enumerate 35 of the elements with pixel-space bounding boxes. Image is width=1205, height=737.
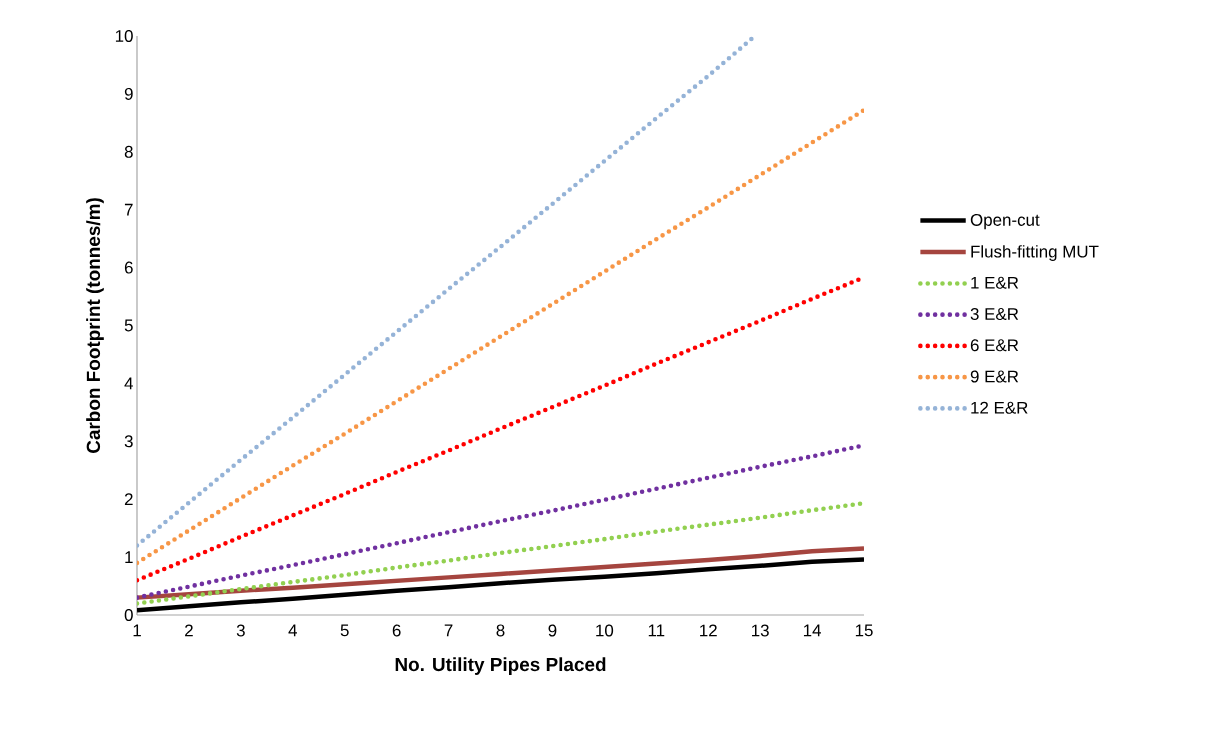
legend-label: 6 E&R (970, 339, 1019, 352)
legend-label: 1 E&R (971, 276, 1019, 289)
x-tick-label: 6 (392, 624, 401, 637)
x-tick-label: 15 (855, 624, 873, 637)
y-tick-label: 0 (124, 609, 133, 621)
x-tick-label: 7 (444, 624, 453, 637)
legend-label: Flush-fitting MUT (971, 245, 1099, 261)
legend-label: 3 E&R (970, 307, 1019, 320)
y-tick-label: 6 (124, 261, 133, 274)
x-tick-label: 4 (288, 624, 297, 637)
x-tick-label: 3 (236, 624, 245, 637)
y-tick-label: 8 (124, 145, 133, 158)
y-tick-label: 7 (124, 203, 133, 216)
x-tick-label: 11 (648, 624, 665, 637)
y-tick-label: 3 (124, 435, 133, 448)
x-tick-label: 12 (700, 624, 717, 637)
y-tick-label: 5 (124, 319, 133, 332)
y-axis-title: Carbon Footprint (tonnes/m) (86, 198, 104, 453)
x-tick-label: 1 (133, 624, 141, 637)
y-tick-label: 1 (125, 551, 133, 563)
x-tick-label: 13 (752, 624, 769, 637)
x-tick-label: 5 (340, 624, 349, 637)
x-tick-label: 2 (185, 624, 193, 637)
y-tick-label: 2 (124, 493, 133, 506)
y-tick-label: 9 (124, 87, 133, 100)
legend-label: Open-cut (970, 213, 1040, 230)
x-tick-label: 9 (548, 624, 557, 637)
x-tick-label: 10 (596, 624, 614, 637)
y-tick-label: 10 (115, 30, 133, 42)
x-axis-title: No. Utility Pipes Placed (395, 657, 606, 675)
y-tick-label: 4 (124, 377, 133, 390)
legend-label: 9 E&R (970, 370, 1019, 383)
legend-label: 12 E&R (971, 401, 1028, 414)
x-tick-label: 8 (496, 624, 505, 637)
x-tick-label: 14 (803, 624, 821, 637)
